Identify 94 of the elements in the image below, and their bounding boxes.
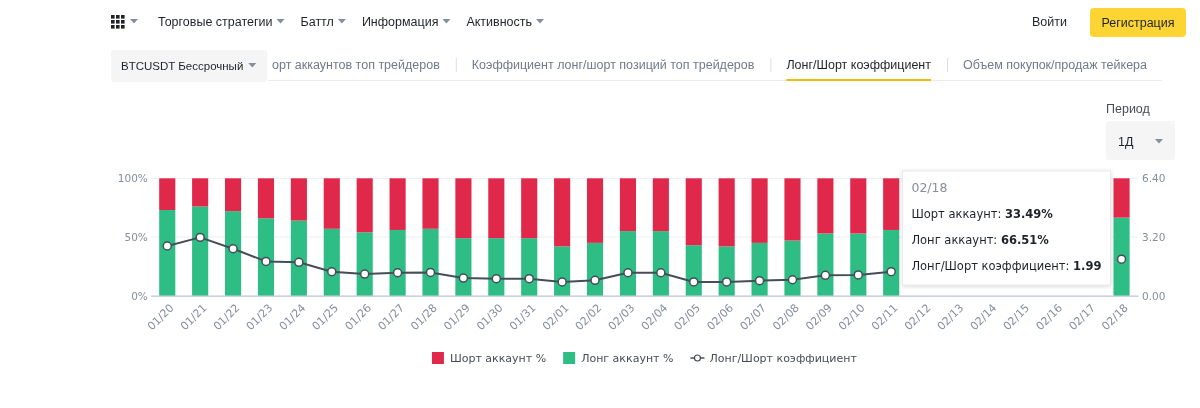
bar: [751, 178, 768, 243]
bar: [389, 229, 406, 296]
bar: [718, 178, 735, 247]
point: [557, 277, 567, 287]
y2-tick-label: 3.20: [1142, 230, 1166, 243]
y2-tick-label: 6.40: [1142, 172, 1166, 185]
text: Информация: [361, 15, 439, 29]
text: Коэффициент лонг/шорт позиций топ трейдеров: [471, 58, 755, 72]
bar: [257, 178, 275, 219]
bar: [488, 178, 505, 239]
text: BTCUSDT Бессрочный: [121, 60, 244, 72]
point: [754, 275, 765, 286]
bar: [883, 178, 900, 230]
bar: [850, 178, 867, 234]
bar: [290, 220, 307, 296]
point: [392, 268, 403, 278]
bar: [290, 178, 307, 221]
bar: [455, 238, 472, 296]
point: [721, 277, 732, 287]
legend-label: Шорт аккаунт %: [449, 351, 547, 365]
bar: [817, 178, 834, 234]
point: [458, 273, 469, 283]
bar: [586, 178, 604, 243]
bar: [652, 231, 669, 296]
point: [656, 268, 666, 278]
legend-label: Лонг/Шорт коэффициент: [709, 351, 858, 365]
y-tick-label: 100%: [117, 172, 148, 185]
bar: [257, 218, 275, 296]
chart-title: Лонг/Шорт коэффициент: [786, 58, 932, 72]
bar: [192, 178, 209, 207]
bar: [883, 229, 900, 296]
annotation: 02/18: [911, 180, 948, 195]
bar: [356, 178, 373, 233]
bar: [159, 178, 176, 210]
point: [820, 270, 831, 281]
text: Период: [1106, 102, 1151, 116]
text: 1Д: [1118, 135, 1134, 149]
bar: [784, 178, 801, 241]
text: Войти: [1032, 15, 1068, 29]
point: [228, 244, 238, 254]
point: [491, 273, 502, 284]
y-tick-label: 50%: [124, 230, 148, 243]
bar: [455, 178, 472, 239]
bar: [225, 211, 242, 296]
bar: [323, 228, 340, 296]
annotation: Шорт аккаунт: 33.49%: [911, 207, 1054, 221]
bar: [619, 178, 637, 232]
legend-label: Лонг аккаунт %: [581, 351, 674, 365]
bar: [225, 178, 242, 212]
point: [425, 267, 436, 278]
text: Регистрация: [1101, 16, 1175, 30]
bar: [751, 242, 768, 296]
bar: [159, 210, 176, 296]
bar: [1113, 217, 1130, 296]
y2-tick-label: 0.00: [1142, 289, 1166, 302]
point: [195, 232, 205, 243]
bar: [488, 238, 505, 296]
bar: [389, 178, 406, 230]
text: орт аккаунтов топ трейдеров: [272, 58, 441, 72]
point: [327, 266, 337, 277]
bar: [422, 178, 439, 229]
point: [1116, 254, 1127, 264]
bar: [652, 178, 669, 232]
bar: [356, 232, 373, 296]
point: [524, 273, 534, 284]
bar: [685, 178, 702, 246]
point: [853, 270, 864, 280]
bar: [1113, 178, 1130, 218]
bar: [619, 231, 637, 296]
text: Объем покупок/продаж тейкера: [963, 58, 1148, 72]
annotation: Лонг аккаунт: 66.51%: [911, 233, 1050, 247]
point: [359, 269, 370, 279]
bar: [323, 178, 340, 229]
point: [787, 275, 798, 285]
annotation: Лонг/Шорт коэффициент: 1.99: [911, 259, 1102, 273]
y-tick-label: 0%: [131, 289, 148, 302]
bar: [192, 206, 209, 296]
point: [590, 275, 600, 286]
text: Торговые стратегии: [158, 15, 273, 29]
point: [623, 268, 633, 278]
point: [886, 266, 896, 277]
bar: [817, 233, 834, 296]
bar: [521, 238, 538, 296]
point: [689, 277, 699, 287]
bar: [784, 240, 801, 296]
bar: [521, 178, 538, 239]
text: Баттл: [300, 15, 334, 29]
bar: [554, 178, 571, 247]
bar: [422, 228, 439, 296]
point: [294, 257, 304, 268]
bar: [850, 233, 867, 296]
text: Активность: [466, 15, 533, 29]
point: [261, 256, 271, 267]
point: [162, 241, 172, 251]
